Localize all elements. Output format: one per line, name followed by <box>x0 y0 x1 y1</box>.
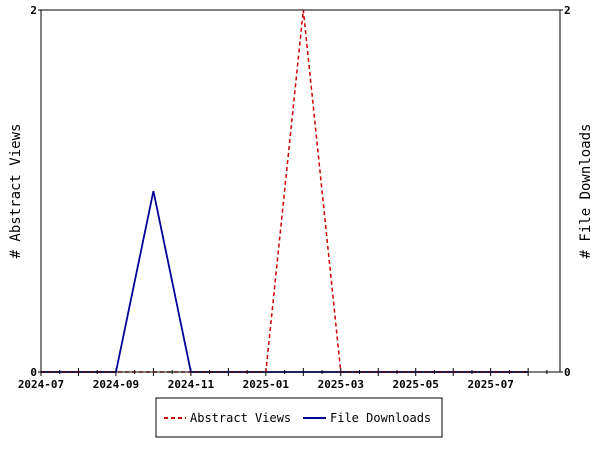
x-tick-label: 2024-07 <box>18 378 64 391</box>
series-line-file-downloads <box>41 190 529 373</box>
x-tick-label: 2025-05 <box>393 378 439 391</box>
legend-label-abstract-views: Abstract Views <box>190 411 291 425</box>
x-tick-label: 2025-01 <box>243 378 290 391</box>
x-tick-label: 2024-11 <box>168 378 215 391</box>
x-axis-tick-labels: 2024-07 2024-09 2024-11 2025-01 2025-03 2025-… <box>18 378 514 391</box>
series-lines <box>41 9 529 373</box>
legend-label-file-downloads: File Downloads <box>330 411 431 425</box>
x-tick-label: 2025-07 <box>467 378 513 391</box>
y-tick-label-left: 0 <box>30 366 37 379</box>
x-tick-label: 2025-03 <box>318 378 364 391</box>
y-tick-label-right: 0 <box>564 366 571 379</box>
y-tick-label-left: 2 <box>30 4 37 17</box>
x-tick-label: 2024-09 <box>93 378 139 391</box>
y-axis-title-left: # Abstract Views <box>8 124 24 259</box>
plot-area-frame <box>40 9 561 373</box>
y-axis-title-right: # File Downloads <box>578 124 594 259</box>
y-axis-tick-labels: 0 2 0 2 <box>30 4 570 379</box>
legend: Abstract Views File Downloads <box>155 397 443 438</box>
series-line-abstract-views <box>41 9 529 373</box>
legend-box <box>155 397 443 438</box>
y-tick-label-right: 2 <box>564 4 571 17</box>
